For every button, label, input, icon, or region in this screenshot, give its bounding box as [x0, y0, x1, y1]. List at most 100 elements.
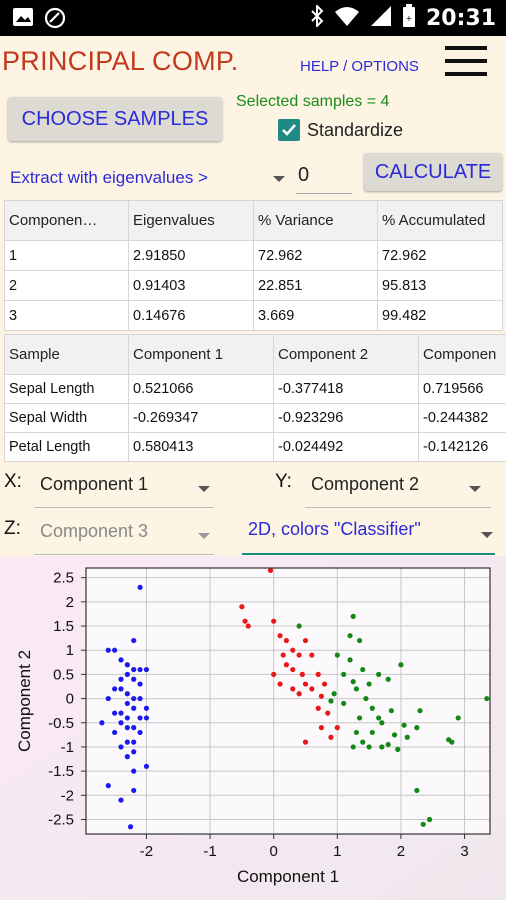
scatter-point — [277, 633, 283, 639]
scatter-point — [455, 715, 461, 721]
scatter-point — [318, 693, 325, 699]
scatter-point — [299, 671, 305, 677]
wifi-icon — [334, 5, 360, 31]
scatter-point — [124, 671, 130, 677]
loadings-table-scroll[interactable]: Sample Component 1 Component 2 Componen … — [4, 334, 506, 462]
table-header-cell: Componen… — [4, 200, 129, 241]
chevron-down-icon[interactable] — [469, 486, 481, 492]
standardize-checkbox[interactable] — [278, 119, 300, 141]
scatter-point — [137, 715, 143, 721]
y-tick-label: -1.5 — [48, 763, 74, 780]
eigenvalue-threshold-input[interactable] — [296, 158, 352, 194]
scatter-point — [309, 652, 315, 658]
scatter-point — [137, 666, 143, 673]
standardize-option[interactable]: Standardize — [278, 119, 403, 141]
scatter-point — [131, 695, 137, 702]
x-axis-title: Component 1 — [237, 867, 339, 886]
scatter-point — [334, 652, 340, 658]
scatter-point — [350, 613, 356, 619]
scatter-point — [112, 729, 118, 736]
y-tick-label: 1 — [66, 642, 74, 659]
scatter-point — [296, 691, 302, 697]
svg-text:+: + — [406, 14, 413, 23]
scatter-point — [325, 710, 331, 716]
scatter-point — [363, 695, 369, 702]
extract-eigen-dropdown[interactable]: Extract with eigenvalues > — [10, 168, 208, 187]
scatter-point — [426, 816, 433, 823]
scatter-point — [414, 725, 420, 731]
scatter-point — [318, 725, 325, 731]
z-axis-select[interactable]: Component 3 — [34, 521, 214, 555]
scatter-point — [118, 657, 124, 663]
scatter-point — [296, 623, 302, 629]
table-row: Sepal Width -0.269347 -0.923296 -0.24438… — [4, 403, 506, 433]
scatter-point — [484, 695, 490, 702]
table-header-cell: % Accumulated — [377, 200, 503, 241]
image-icon — [12, 7, 34, 33]
scatter-point — [112, 647, 118, 653]
scatter-point — [350, 679, 356, 685]
y-axis-select[interactable]: Component 2 — [305, 474, 491, 508]
scatter-point — [131, 637, 137, 644]
y-tick-label: -0.5 — [48, 715, 74, 732]
table-cell: -0.923296 — [273, 403, 419, 433]
x-tick-label: -1 — [203, 843, 216, 860]
table-cell: 0.521066 — [128, 374, 274, 404]
y-tick-label: -2 — [61, 787, 74, 804]
help-options-link[interactable]: HELP / OPTIONS — [300, 58, 419, 75]
scatter-point — [242, 618, 248, 624]
scatter-point — [118, 744, 124, 750]
chevron-down-icon[interactable] — [273, 176, 285, 182]
scatter-point — [271, 618, 277, 624]
y-tick-label: 0.5 — [53, 666, 74, 683]
table-header-cell: Sample — [4, 334, 129, 375]
scatter-point — [334, 725, 340, 731]
x-tick-label: -2 — [140, 843, 153, 860]
z-axis-value: Component 3 — [40, 521, 149, 541]
plot-mode-select[interactable]: 2D, colors "Classifier" — [242, 519, 495, 555]
scatter-point — [414, 787, 420, 794]
choose-samples-button[interactable]: CHOOSE SAMPLES — [8, 97, 222, 141]
calculate-button[interactable]: CALCULATE — [364, 153, 502, 191]
y-tick-label: 2 — [66, 594, 74, 611]
table-header-cell: Componen — [418, 334, 506, 375]
chevron-down-icon[interactable] — [198, 486, 210, 492]
y-tick-label: 0 — [66, 691, 74, 708]
app-bar: PRINCIPAL COMP. HELP / OPTIONS — [0, 36, 506, 88]
scatter-point — [112, 686, 118, 692]
scatter-point — [420, 821, 426, 827]
scatter-point — [137, 681, 143, 687]
x-tick-label: 2 — [397, 843, 405, 860]
scatter-point — [124, 725, 130, 731]
scatter-point — [388, 708, 394, 714]
scatter-point — [328, 734, 334, 740]
table-cell: -0.377418 — [273, 374, 419, 404]
scatter-point — [404, 734, 410, 740]
hamburger-menu-icon[interactable] — [443, 46, 489, 78]
y-axis-title: Component 2 — [15, 650, 34, 752]
scatter-point — [321, 681, 328, 687]
table-header-cell: Component 2 — [273, 334, 419, 375]
scatter-point — [366, 744, 372, 750]
scatter-point — [398, 662, 404, 668]
eigenvalues-table: Componen… Eigenvalues % Variance % Accum… — [4, 200, 503, 331]
table-cell: 22.851 — [253, 270, 378, 301]
table-cell: 0.91403 — [128, 270, 254, 301]
scatter-point — [277, 681, 283, 687]
scatter-point — [118, 797, 124, 803]
scatter-point — [283, 637, 290, 644]
chevron-down-icon[interactable] — [481, 532, 493, 538]
y-tick-label: 2.5 — [53, 570, 74, 587]
chevron-down-icon[interactable] — [198, 533, 210, 539]
scatter-point — [353, 686, 359, 692]
x-axis-select[interactable]: Component 1 — [34, 474, 214, 508]
scatter-point — [341, 700, 347, 707]
scatter-point — [239, 604, 245, 610]
scatter-chart[interactable]: -2 -1 0 1 2 3 2.5 2 1.5 1 0.5 0 -0.5 -1 -1.5 -2 -2.5 Com… — [0, 556, 506, 900]
bluetooth-icon — [310, 3, 324, 31]
table-cell: -0.142126 — [418, 432, 506, 462]
scatter-point — [131, 768, 137, 774]
table-cell: Sepal Width — [4, 403, 129, 433]
table-cell: 72.962 — [377, 240, 503, 271]
table-cell: 99.482 — [377, 300, 503, 331]
